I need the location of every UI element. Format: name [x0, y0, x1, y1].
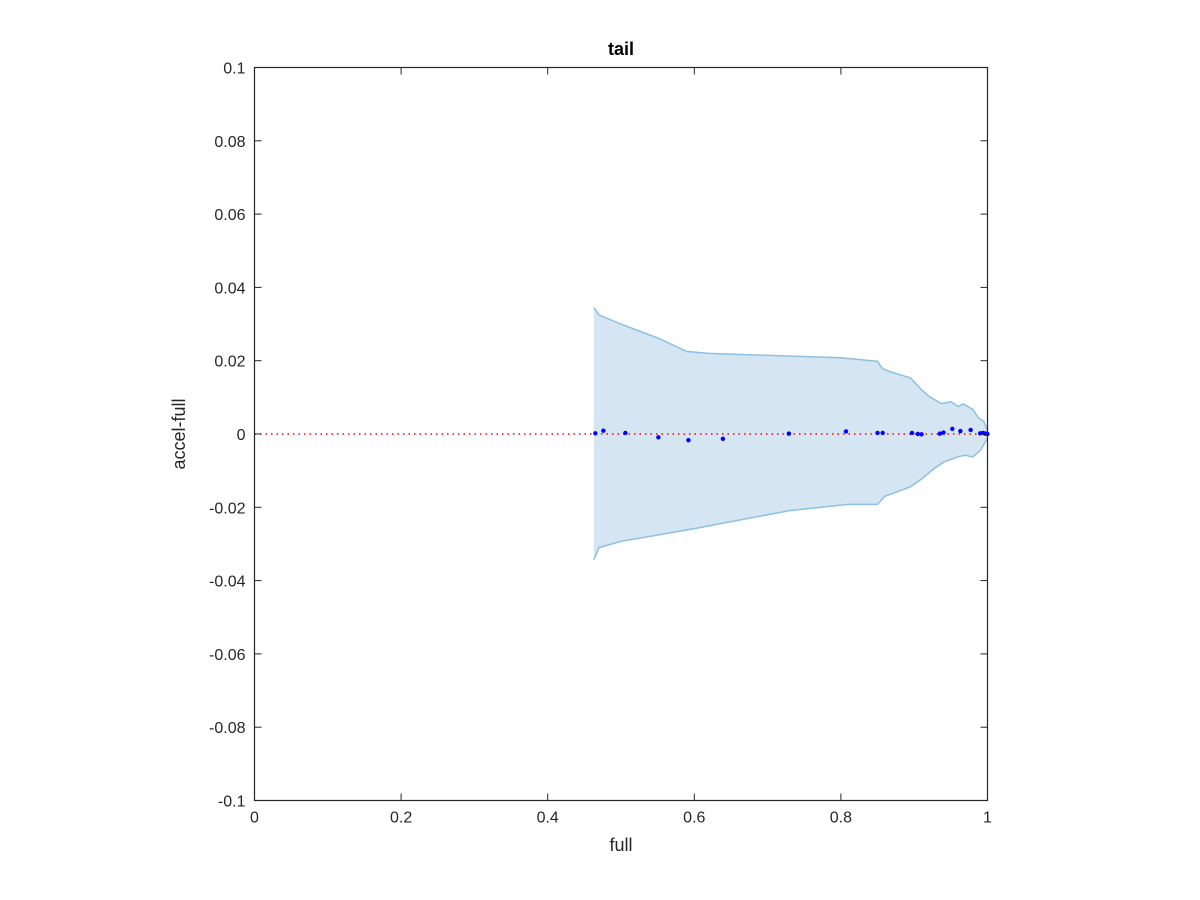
y-tick-label: 0.08: [214, 134, 245, 151]
data-point: [656, 435, 661, 440]
x-tick-label: 0.4: [537, 810, 559, 827]
data-point: [880, 430, 885, 436]
data-point: [843, 429, 849, 434]
y-tick-label: 0: [237, 427, 246, 444]
data-point: [593, 431, 598, 436]
data-point: [941, 430, 946, 435]
data-point: [786, 431, 792, 436]
data-point: [601, 428, 606, 433]
y-tick-label: 0.04: [214, 280, 245, 297]
data-point: [968, 427, 973, 433]
x-tick-label: 0.8: [830, 810, 852, 827]
data-point: [915, 431, 921, 437]
y-tick-label: -0.06: [209, 647, 246, 664]
data-point: [720, 436, 726, 441]
y-tick-label: -0.1: [218, 794, 246, 811]
data-point: [909, 430, 915, 436]
y-tick-label: 0.1: [223, 61, 245, 78]
x-tick-label: 0: [250, 810, 259, 827]
data-point: [950, 426, 955, 432]
x-tick-label: 0.6: [683, 810, 705, 827]
y-tick-label: -0.02: [209, 500, 246, 517]
data-point: [623, 430, 628, 436]
data-point: [958, 428, 963, 434]
x-tick-label: 1: [983, 810, 992, 827]
chart-title: tail: [608, 39, 634, 59]
y-axis-label: accel-full: [169, 398, 189, 469]
x-tick-label: 0.2: [390, 810, 412, 827]
y-tick-label: 0.02: [214, 354, 245, 371]
y-tick-label: 0.06: [214, 207, 245, 224]
x-axis-label: full: [609, 835, 632, 855]
data-point: [686, 438, 691, 443]
data-point: [937, 431, 943, 436]
data-point: [919, 432, 924, 437]
y-tick-label: -0.08: [209, 720, 246, 737]
data-point: [875, 430, 880, 436]
band-upper-edge: [593, 307, 989, 431]
y-tick-label: -0.04: [209, 574, 246, 591]
band-lower-edge: [593, 438, 989, 560]
